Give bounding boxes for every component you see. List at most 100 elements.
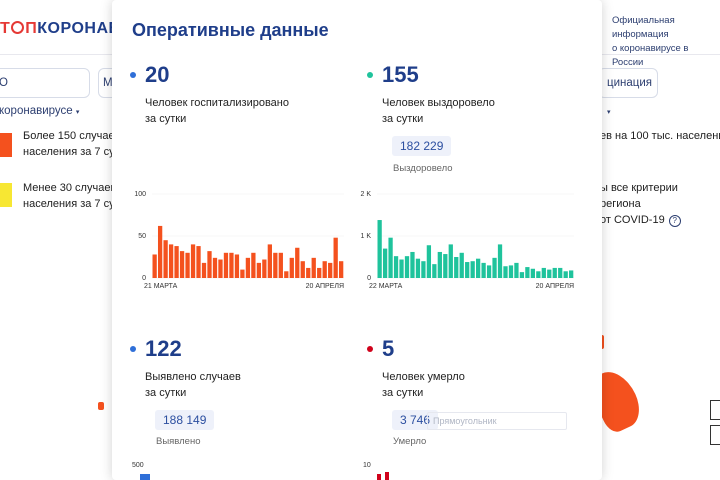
chart-bar[interactable] — [541, 267, 546, 278]
recovered-dot — [367, 72, 373, 78]
recovered-desc: Человек выздоровело за сутки — [382, 97, 495, 125]
chart-bar[interactable] — [207, 251, 212, 278]
chart-bar[interactable] — [547, 269, 552, 278]
chart-bar[interactable] — [218, 259, 223, 278]
chart-bar[interactable] — [267, 244, 272, 278]
chart-bar[interactable] — [558, 267, 563, 278]
help-icon[interactable]: ? — [668, 215, 681, 227]
y-tick-label: 0 — [367, 275, 371, 282]
chart-bar[interactable] — [300, 261, 305, 278]
chart-bar[interactable] — [262, 259, 267, 278]
chart-bar[interactable] — [563, 271, 568, 278]
chart-bar[interactable] — [486, 265, 492, 278]
chart-bar[interactable] — [569, 270, 574, 278]
chart-bar[interactable] — [552, 267, 557, 278]
hospitalized-chart[interactable]: 100 50 0 21 МАРТА 20 АПРЕЛЯ — [130, 190, 350, 295]
died-dot — [367, 346, 373, 352]
chart-bar[interactable] — [196, 246, 201, 278]
chart-bar[interactable] — [432, 264, 437, 278]
legend-right-text: ев на 100 тыс. населения — [600, 130, 720, 142]
detected-chart-axis-top: 500 — [132, 462, 144, 469]
chart-bar[interactable] — [481, 262, 486, 278]
y-tick-label: 1 K — [360, 233, 371, 240]
chart-bar[interactable] — [536, 271, 541, 278]
chart-bar[interactable] — [459, 252, 464, 278]
vaccination-dropdown[interactable]: цинация ▾ — [598, 68, 658, 116]
detected-dot — [130, 346, 136, 352]
chart-bar[interactable] — [212, 257, 218, 278]
chart-bar[interactable] — [339, 261, 344, 278]
chart-bar[interactable] — [421, 261, 426, 278]
chart-bar[interactable] — [190, 244, 196, 278]
chart-bar[interactable] — [382, 248, 388, 278]
chart-bar[interactable] — [530, 268, 535, 278]
detected-chart-bar — [140, 474, 150, 480]
chart-bar[interactable] — [152, 254, 157, 278]
chart-bar[interactable] — [168, 244, 174, 278]
chart-bar[interactable] — [426, 245, 432, 278]
chart-bar[interactable] — [174, 246, 179, 278]
caret-down-icon: ▾ — [607, 109, 611, 116]
y-tick-label: 2 K — [360, 191, 371, 198]
chart-bar[interactable] — [289, 257, 294, 278]
died-toolbar: Прямоугольник — [367, 412, 587, 432]
chart-bar[interactable] — [388, 237, 393, 278]
chart-bar[interactable] — [234, 254, 240, 278]
recovered-chart-svg: 2 K 1 K 022 МАРТА 20 АПРЕЛЯ — [360, 191, 574, 290]
chart-bar[interactable] — [514, 262, 519, 278]
chart-bar[interactable] — [179, 251, 185, 278]
chart-bar[interactable] — [465, 262, 470, 278]
chart-bar[interactable] — [404, 256, 410, 278]
chart-bar[interactable] — [437, 251, 442, 278]
map-region[interactable] — [98, 402, 104, 410]
chart-bar[interactable] — [333, 237, 338, 278]
chart-bar[interactable] — [251, 252, 256, 278]
chart-bar[interactable] — [311, 257, 316, 278]
chart-bar[interactable] — [470, 261, 475, 278]
chart-bar[interactable] — [443, 254, 448, 278]
chart-bar[interactable] — [201, 262, 207, 278]
chart-bar[interactable] — [377, 220, 382, 278]
chart-bar[interactable] — [415, 258, 421, 278]
chart-bar[interactable] — [284, 271, 289, 278]
chart-bar[interactable] — [163, 240, 168, 278]
chart-bar[interactable] — [492, 257, 497, 278]
chart-bar[interactable] — [229, 252, 234, 278]
chart-bar[interactable] — [245, 257, 251, 278]
about-coronavirus-dropdown[interactable]: О коронавирусе ▾ — [0, 68, 90, 117]
died-desc: Человек умерло за сутки — [382, 371, 465, 399]
chart-bar[interactable] — [476, 258, 481, 278]
chart-bar[interactable] — [240, 269, 245, 278]
chart-bar[interactable] — [410, 251, 415, 278]
chart-bar[interactable] — [157, 225, 163, 278]
legend-swatch-yellow — [0, 183, 12, 207]
chart-bar[interactable] — [399, 259, 404, 278]
shape-search-input[interactable]: Прямоугольник — [427, 412, 567, 430]
legend-criteria-text: ы все критерии региона от COVID-19? — [600, 180, 720, 228]
chart-bar[interactable] — [306, 267, 311, 278]
chart-bar[interactable] — [519, 272, 525, 278]
died-block: 5 Человек умерло за сутки 3 746 Прямоуго… — [363, 336, 597, 480]
recovered-total: 182 229 — [392, 136, 452, 156]
chart-bar[interactable] — [393, 256, 399, 278]
chart-bar[interactable] — [508, 265, 514, 278]
recovered-chart[interactable]: 2 K 1 K 0 22 МАРТА 20 АПРЕЛЯ — [355, 190, 580, 295]
chart-bar[interactable] — [295, 247, 300, 278]
chart-bar[interactable] — [322, 261, 327, 278]
chart-bar[interactable] — [278, 252, 283, 278]
site-logo[interactable]: Т ПКОРОНАВИ — [0, 20, 133, 37]
chart-bar[interactable] — [256, 262, 262, 278]
chart-bar[interactable] — [223, 252, 229, 278]
map-control[interactable] — [710, 400, 720, 420]
chart-bar[interactable] — [454, 257, 459, 278]
chart-bar[interactable] — [273, 252, 278, 278]
chart-bar[interactable] — [317, 267, 322, 278]
detected-total: 188 149 — [155, 410, 215, 430]
chart-bar[interactable] — [503, 266, 508, 278]
map-control[interactable] — [710, 425, 720, 445]
chart-bar[interactable] — [328, 262, 333, 278]
chart-bar[interactable] — [497, 244, 503, 278]
chart-bar[interactable] — [448, 244, 453, 278]
chart-bar[interactable] — [185, 252, 190, 278]
chart-bar[interactable] — [525, 267, 530, 278]
